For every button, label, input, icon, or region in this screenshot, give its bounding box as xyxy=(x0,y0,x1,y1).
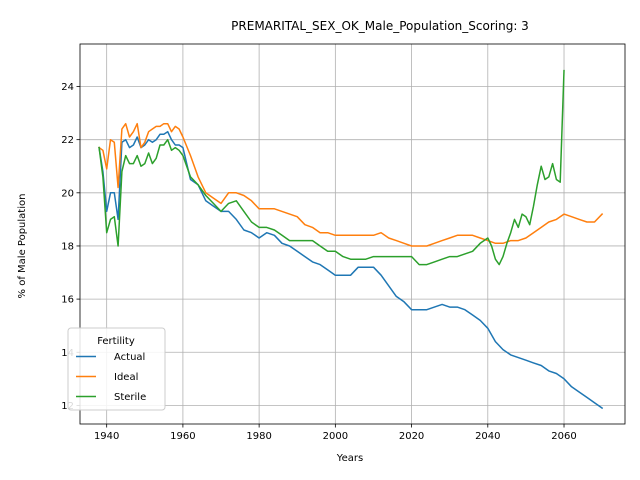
legend-label-sterile: Sterile xyxy=(114,392,146,403)
legend-label-ideal: Ideal xyxy=(114,372,138,383)
axes-frame xyxy=(79,43,626,425)
x-tick-label: 1960 xyxy=(170,431,195,442)
legend-label-actual: Actual xyxy=(114,352,145,363)
y-tick-label: 22 xyxy=(61,135,74,146)
legend-box xyxy=(67,327,166,411)
series-line-ideal xyxy=(98,122,604,247)
x-tick-label: 2040 xyxy=(475,431,500,442)
y-tick-label: 16 xyxy=(61,295,74,306)
x-axis-label: Years xyxy=(336,453,363,464)
chart-title: PREMARITAL_SEX_OK_Male_Population_Scorin… xyxy=(231,19,529,33)
x-tick-label: 1980 xyxy=(246,431,271,442)
x-tick-label: 2060 xyxy=(551,431,576,442)
grid xyxy=(80,44,625,424)
x-tick-label: 2020 xyxy=(399,431,424,442)
legend-title: Fertility xyxy=(97,336,135,347)
series-line-sterile xyxy=(98,69,565,266)
x-tick-label: 1940 xyxy=(94,431,119,442)
y-tick-label: 24 xyxy=(61,82,74,93)
series-line-actual xyxy=(98,130,604,410)
y-tick-label: 18 xyxy=(61,241,74,252)
x-tick-label: 2000 xyxy=(323,431,348,442)
series-layer xyxy=(98,69,604,410)
y-tick-label: 20 xyxy=(61,188,74,199)
y-axis-label: % of Male Population xyxy=(17,194,28,299)
legend: Fertility Actual Ideal Sterile xyxy=(67,327,166,411)
